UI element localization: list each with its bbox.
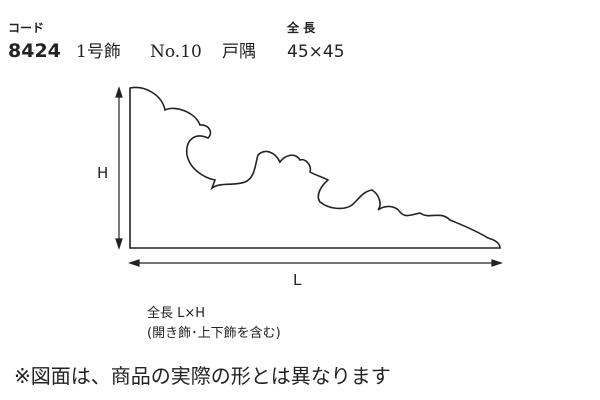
name-part: No.10 [150, 42, 202, 62]
code-label: コード [8, 21, 44, 35]
note: (開き飾･上下飾を含む) [147, 325, 281, 341]
height-label: H [97, 164, 108, 182]
footer-note: ※図面は、商品の実際の形とは異なります [14, 364, 391, 388]
length-dimension [128, 259, 503, 267]
length-label: L [293, 271, 302, 289]
code: 8424 [8, 40, 61, 62]
size: 45×45 [287, 42, 345, 62]
size-label: 全 長 [286, 20, 316, 35]
name-part: 1号飾 [76, 42, 121, 62]
note: 全長 L×H [147, 305, 205, 321]
name-part: 戸隅 [222, 42, 256, 62]
ornament-shape [129, 86, 501, 249]
height-dimension [115, 86, 123, 250]
